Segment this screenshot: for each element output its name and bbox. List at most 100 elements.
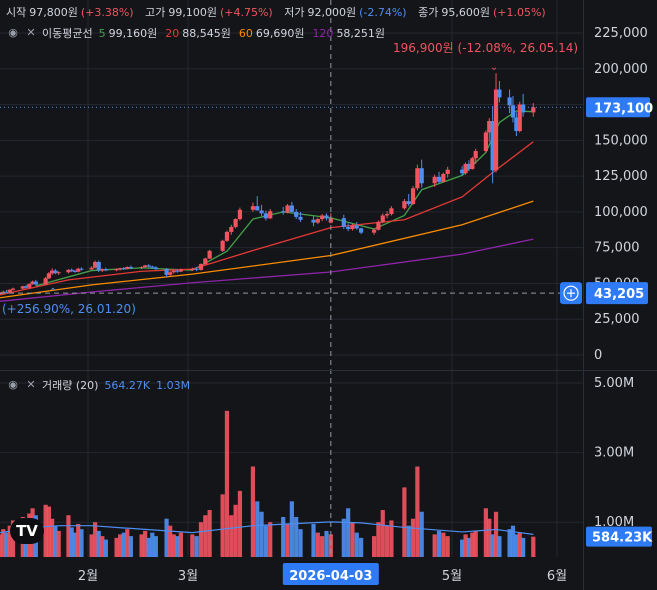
candle-body [521, 104, 526, 113]
volume-bar [263, 525, 269, 557]
candle-body [114, 269, 119, 271]
candle-body [171, 270, 176, 273]
volume-bar [341, 518, 346, 557]
volume-bar [178, 532, 183, 557]
volume-bar [198, 522, 204, 557]
high-annotation: 196,900원 (-12.08%, 26.05.14) [393, 41, 578, 55]
candle-body [415, 168, 420, 189]
tradingview-logo[interactable]: TV [10, 518, 44, 544]
volume-bar [346, 508, 351, 557]
volume-bar [415, 466, 420, 557]
ma-value-20: 88,545원 [182, 27, 231, 40]
volume-bar [171, 534, 176, 557]
time-tick-label: 6월 [547, 569, 567, 584]
candle-body [289, 205, 294, 212]
price-tick-label: 25,000 [594, 312, 640, 327]
candle-body [445, 169, 450, 174]
volume-bar [406, 525, 411, 557]
volume-bar [79, 529, 84, 557]
volume-tick-label: 3.00M [594, 446, 634, 461]
volume-bar [289, 501, 294, 557]
volume-bar [50, 518, 55, 557]
crosshair-price-label: 43,205 [594, 287, 644, 302]
volume-bar [175, 536, 180, 557]
candle-body [510, 105, 516, 118]
candle-body [298, 216, 303, 220]
candle-body [56, 272, 61, 274]
price-tick-label: 200,000 [594, 62, 648, 77]
volume-bar [139, 534, 144, 557]
volume-bar [507, 529, 512, 557]
volume-bar [517, 532, 522, 557]
time-tick-label: 2월 [78, 569, 98, 584]
ma-period-60: 60 [238, 26, 253, 40]
candle-body [220, 240, 225, 251]
ma-line-20 [0, 141, 534, 296]
candle-body [50, 270, 55, 274]
volume-bar [320, 536, 325, 557]
close-value: 95,600원 [441, 6, 490, 19]
volume-bar [384, 525, 390, 557]
volume-tick-label: 1.00M [594, 515, 634, 530]
volume-bar [255, 501, 260, 557]
candle-body [7, 289, 12, 293]
volume-bar [66, 515, 71, 557]
volume-bar [103, 539, 108, 557]
candle-body [490, 121, 495, 171]
candle-body [359, 228, 364, 233]
volume-bar [354, 532, 359, 557]
volume-bar [389, 520, 394, 557]
volume-bar [100, 536, 105, 557]
volume-bar [233, 504, 238, 557]
candle-body [1, 291, 6, 293]
candle-body [103, 269, 108, 271]
price-tick-label: 225,000 [594, 26, 648, 41]
pane-separator[interactable] [0, 370, 657, 371]
close-icon[interactable]: ✕ [26, 26, 36, 39]
time-tick-label: 5월 [442, 569, 462, 584]
candle-body [460, 169, 465, 174]
volume-bar [285, 523, 290, 557]
candle-body [514, 117, 519, 132]
candle-body [175, 270, 180, 272]
volume-bar [143, 530, 148, 557]
candle-body [33, 281, 38, 285]
open-change: (+3.38%) [80, 6, 134, 19]
price-tick-label: 100,000 [594, 205, 648, 220]
volume-bar [268, 522, 273, 557]
candle-body [371, 229, 377, 233]
candle-body [20, 286, 25, 289]
close-change: (+1.05%) [492, 6, 546, 19]
candle-body [493, 89, 499, 171]
candle-body [531, 107, 536, 113]
candle-body [27, 284, 32, 288]
high-marker-arrow: ⌄ [490, 62, 498, 73]
candle-body [354, 225, 359, 229]
visibility-icon[interactable]: ◉ [8, 378, 18, 391]
volume-bar [53, 525, 58, 557]
volume-bar [380, 510, 385, 557]
ma-legend: ◉ ✕ 이동평균선 5 99,160원 20 88,545원 60 69,690원 1… [6, 25, 393, 41]
volume-bar [146, 537, 151, 557]
volume-legend: ◉ ✕ 거래량 (20) 564.27K 1.03M [6, 377, 190, 393]
candle-body [380, 215, 385, 222]
candle-body [285, 205, 290, 213]
candle-body [190, 268, 195, 270]
volume-bar [190, 534, 195, 557]
low-marker-arrow: ⌃ [49, 287, 57, 298]
ohlc-legend: 시작 97,800원 (+3.38%) 고가 99,100원 (+4.75%) 저가 92… [6, 4, 554, 20]
candle-body [268, 211, 273, 219]
low-label: 저가 [284, 6, 305, 19]
candle-body [281, 211, 286, 213]
visibility-icon[interactable]: ◉ [8, 26, 18, 39]
candle-body [118, 268, 123, 270]
high-value: 99,100원 [168, 6, 217, 19]
volume-label: 거래량 (20) [42, 379, 99, 392]
volume-bar [315, 532, 320, 557]
crosshair-date-tag [282, 563, 379, 585]
close-icon[interactable]: ✕ [26, 378, 36, 391]
candle-body [233, 219, 238, 227]
low-annotation: (+256.90%, 26.01.20) [2, 302, 136, 316]
candle-body [497, 89, 502, 98]
